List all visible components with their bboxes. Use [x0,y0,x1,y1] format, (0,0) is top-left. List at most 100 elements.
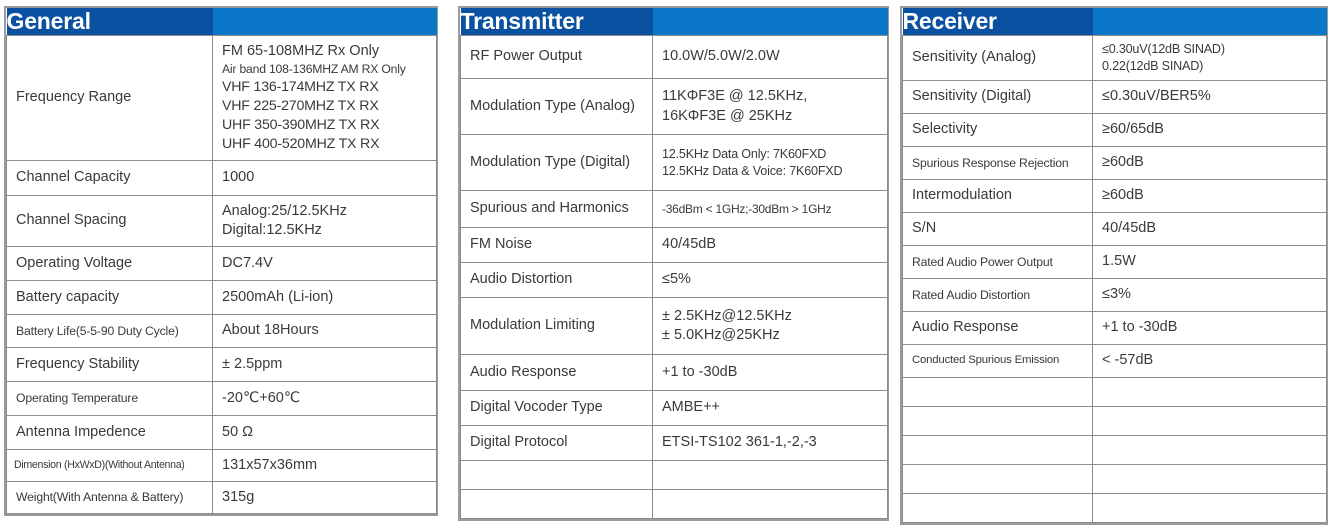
empty-value-cell [1092,406,1327,437]
sens-analog-line-2: 0.22(12dB SINAD) [1102,59,1204,74]
row-value-spurious-response-rejection: ≥60dB [1092,146,1327,181]
table-row: Audio Response +1 to -30dB [460,354,888,392]
table-row: Battery capacity 2500mAh (Li-ion) [6,280,437,316]
channel-spacing-analog: Analog:25/12.5KHz [222,202,347,219]
empty-value-cell [1092,435,1327,466]
table-row: Weight(With Antenna & Battery) 315g [6,481,437,515]
row-value-snr: 40/45dB [1092,212,1327,247]
table-row: Frequency Stability ± 2.5ppm [6,347,437,383]
table-row: Antenna Impedence 50 Ω [6,415,437,451]
mod-analog-line-2: 16KΦF3E @ 25KHz [662,107,793,124]
row-label-operating-temperature: Operating Temperature [6,381,213,417]
row-value-sensitivity-analog: ≤0.30uV(12dB SINAD) 0.22(12dB SINAD) [1092,35,1327,82]
freq-line-5: UHF 350-390MHZ TX RX [222,117,380,134]
transmitter-spec-table: Transmitter RF Power Output 10.0W/5.0W/2… [458,6,889,522]
row-value-frequency-stability: ± 2.5ppm [212,347,437,383]
row-value-spurious-harmonics: -36dBm < 1GHz;-30dBm > 1GHz [652,190,888,229]
general-header-row: General [6,8,437,36]
row-label-rated-audio-distortion: Rated Audio Distortion [902,278,1093,313]
row-label-antenna-impedence: Antenna Impedence [6,415,213,451]
general-title: General [6,8,213,36]
general-grid: General Frequency Range FM 65-108MHZ Rx … [6,8,437,515]
transmitter-grid: Transmitter RF Power Output 10.0W/5.0W/2… [460,8,888,520]
table-row: Modulation Limiting ± 2.5KHz@12.5KHz ± 5… [460,297,888,356]
row-value-modulation-type-analog: 11KΦF3E @ 12.5KHz, 16KΦF3E @ 25KHz [652,78,888,136]
row-label-channel-capacity: Channel Capacity [6,160,213,197]
row-value-dimension: 131x57x36mm [212,449,437,483]
table-row: Battery Life(5-5-90 Duty Cycle) About 18… [6,314,437,349]
empty-label-cell [902,435,1093,466]
table-row: Selectivity ≥60/65dB [902,113,1327,148]
empty-value-cell [1092,377,1327,408]
row-value-intermodulation: ≥60dB [1092,179,1327,214]
row-label-selectivity: Selectivity [902,113,1093,148]
empty-label-cell [460,460,653,491]
table-row: Rated Audio Power Output 1.5W [902,245,1327,280]
table-row: Modulation Type (Digital) 12.5KHz Data O… [460,134,888,192]
row-value-channel-capacity: 1000 [212,160,437,197]
row-label-conducted-spurious-emission: Conducted Spurious Emission [902,344,1093,379]
row-value-modulation-limiting: ± 2.5KHz@12.5KHz ± 5.0KHz@25KHz [652,297,888,356]
empty-value-cell [1092,493,1327,524]
row-value-channel-spacing: Analog:25/12.5KHz Digital:12.5KHz [212,195,437,248]
empty-label-cell [902,406,1093,437]
empty-value-cell [652,460,888,491]
row-label-operating-voltage: Operating Voltage [6,246,213,282]
row-label-fm-noise: FM Noise [460,227,653,264]
table-row: RF Power Output 10.0W/5.0W/2.0W [460,35,888,80]
table-row: Digital Vocoder Type AMBE++ [460,390,888,427]
mod-limiting-line-2: ± 5.0KHz@25KHz [662,327,780,344]
receiver-header-row: Receiver [902,8,1327,36]
row-value-battery-capacity: 2500mAh (Li-ion) [212,280,437,316]
freq-line-4: VHF 225-270MHZ TX RX [222,97,379,114]
empty-label-cell [460,489,653,520]
freq-line-3: VHF 136-174MHZ TX RX [222,78,379,95]
row-label-digital-protocol: Digital Protocol [460,425,653,462]
freq-line-2: Air band 108-136MHZ AM RX Only [222,62,406,77]
row-label-frequency-range: Frequency Range [6,35,213,162]
receiver-spec-table: Receiver Sensitivity (Analog) ≤0.30uV(12… [900,6,1328,525]
empty-label-cell [902,464,1093,495]
table-row: Audio Distortion ≤5% [460,262,888,299]
row-value-weight: 315g [212,481,437,515]
table-row: Rated Audio Distortion ≤3% [902,278,1327,313]
row-value-operating-voltage: DC7.4V [212,246,437,282]
row-value-battery-life: About 18Hours [212,314,437,349]
mod-analog-line-1: 11KΦF3E @ 12.5KHz, [662,88,808,105]
row-value-audio-distortion: ≤5% [652,262,888,299]
table-row: Channel Capacity 1000 [6,160,437,197]
sens-analog-line-1: ≤0.30uV(12dB SINAD) [1102,42,1225,57]
row-value-modulation-type-digital: 12.5KHz Data Only: 7K60FXD 12.5KHz Data … [652,134,888,192]
freq-line-6: UHF 400-520MHZ TX RX [222,136,380,153]
row-value-audio-response: +1 to -30dB [652,354,888,392]
row-value-frequency-range: FM 65-108MHZ Rx Only Air band 108-136MHZ… [212,35,437,162]
row-value-selectivity: ≥60/65dB [1092,113,1327,148]
transmitter-header-row: Transmitter [460,8,888,36]
row-label-modulation-type-digital: Modulation Type (Digital) [460,134,653,192]
row-value-digital-protocol: ETSI-TS102 361-1,-2,-3 [652,425,888,462]
receiver-title: Receiver [902,8,1093,36]
row-value-sensitivity-digital: ≤0.30uV/BER5% [1092,80,1327,115]
table-row-empty [902,435,1327,466]
table-row: Spurious Response Rejection ≥60dB [902,146,1327,181]
table-row: Digital Protocol ETSI-TS102 361-1,-2,-3 [460,425,888,462]
empty-label-cell [902,377,1093,408]
row-value-audio-response: +1 to -30dB [1092,311,1327,346]
table-row-empty [902,377,1327,408]
table-row-empty [902,406,1327,437]
table-row: Frequency Range FM 65-108MHZ Rx Only Air… [6,35,437,162]
row-label-channel-spacing: Channel Spacing [6,195,213,248]
row-value-rf-power-output: 10.0W/5.0W/2.0W [652,35,888,80]
empty-value-cell [1092,464,1327,495]
row-label-snr: S/N [902,212,1093,247]
row-label-spurious-harmonics: Spurious and Harmonics [460,190,653,229]
row-label-intermodulation: Intermodulation [902,179,1093,214]
row-value-rated-audio-power-output: 1.5W [1092,245,1327,280]
row-label-digital-vocoder-type: Digital Vocoder Type [460,390,653,427]
table-row: Operating Temperature -20℃+60℃ [6,381,437,417]
row-value-fm-noise: 40/45dB [652,227,888,264]
row-label-audio-response: Audio Response [460,354,653,392]
table-row: Sensitivity (Digital) ≤0.30uV/BER5% [902,80,1327,115]
row-label-weight: Weight(With Antenna & Battery) [6,481,213,515]
table-row-empty [902,493,1327,524]
